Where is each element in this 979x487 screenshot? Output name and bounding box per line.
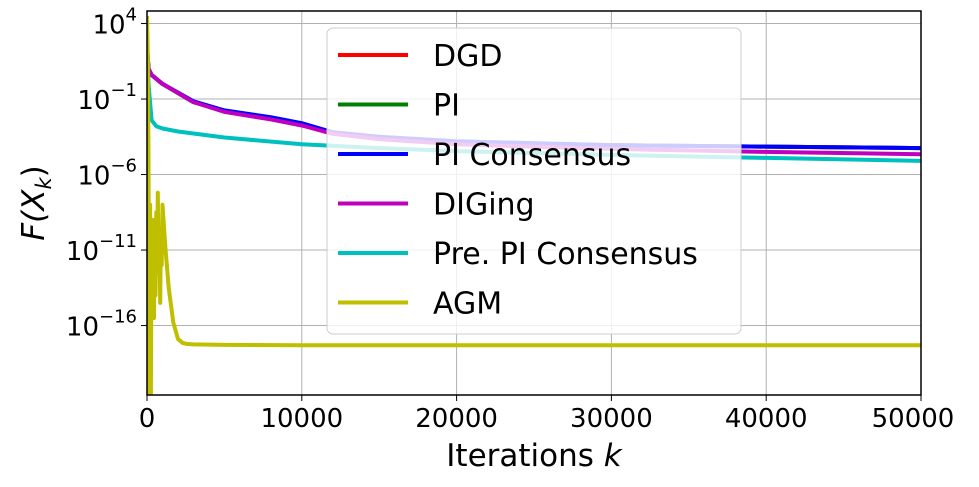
- x-tick-label: 10000: [260, 404, 343, 434]
- x-tick-label: 20000: [415, 404, 498, 434]
- legend-label: DGD: [433, 39, 502, 74]
- y-tick-label: 104: [92, 5, 137, 41]
- x-tick-label: 0: [139, 404, 156, 434]
- series-line-agm: [147, 15, 921, 395]
- legend: DGD PI PI Consensus DIGing Pre. PI Consensus…: [326, 27, 742, 335]
- x-axis-label: Iterations k: [446, 438, 623, 474]
- x-tick-label: 40000: [725, 404, 808, 434]
- y-tick-label: 10−1: [77, 80, 137, 116]
- legend-label: DIGing: [433, 188, 535, 223]
- legend-label: AGM: [433, 287, 502, 322]
- legend-box: [326, 27, 742, 335]
- plot-frame: [146, 10, 922, 396]
- legend-label: Pre. PI Consensus: [433, 237, 698, 272]
- legend-label: PI: [433, 89, 460, 124]
- y-tick-label: 10−11: [66, 231, 137, 267]
- legend-label: PI Consensus: [433, 138, 631, 173]
- y-tick-label: 10−6: [77, 156, 137, 192]
- x-tick-label: 30000: [570, 404, 653, 434]
- y-tick-label: 10−16: [66, 307, 137, 343]
- axis-ticks: 0 10000 20000 30000 40000 50000 104 10−1 10−6 10−…: [66, 5, 954, 434]
- y-axis-label: F(Xk): [16, 165, 56, 240]
- x-tick-label: 50000: [872, 404, 955, 434]
